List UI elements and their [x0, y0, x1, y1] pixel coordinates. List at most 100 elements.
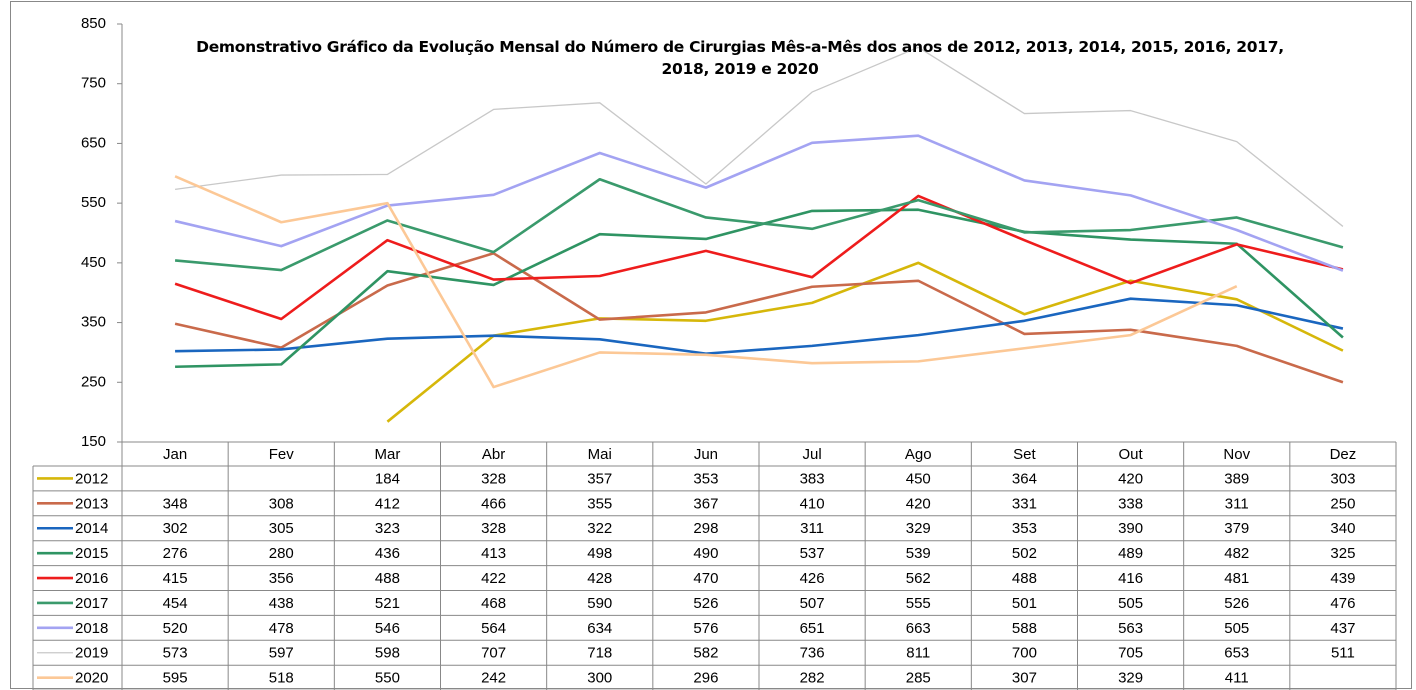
table-value: 311: [800, 520, 824, 537]
table-value: 481: [1224, 570, 1249, 587]
table-value: 502: [1012, 545, 1037, 562]
table-value: 367: [693, 495, 718, 512]
table-value: 505: [1224, 620, 1249, 637]
series-line: [386, 261, 1344, 423]
table-value: 300: [587, 670, 612, 687]
chart-title: Demonstrativo Gráfico da Evolução Mensal…: [196, 38, 1284, 78]
table-value: 364: [1012, 470, 1037, 487]
table-value: 573: [163, 645, 188, 662]
table-value: 439: [1330, 570, 1355, 587]
table-value: 308: [269, 495, 294, 512]
y-tick-label: 650: [81, 134, 106, 151]
x-tick-label: Nov: [1223, 446, 1250, 463]
table-value: 490: [693, 545, 718, 562]
table-value: 526: [693, 595, 718, 612]
table-value: 276: [163, 545, 188, 562]
table-value: 537: [800, 545, 825, 562]
table-value: 476: [1330, 595, 1355, 612]
table-value: 505: [1118, 595, 1143, 612]
table-value: 428: [587, 570, 612, 587]
table-value: 576: [693, 620, 718, 637]
table-value: 478: [269, 620, 294, 637]
table-value: 521: [375, 595, 400, 612]
table-value: 438: [269, 595, 294, 612]
table-value: 323: [375, 520, 400, 537]
legend-label: 2012: [75, 470, 108, 487]
table-value: 700: [1012, 645, 1037, 662]
table-value: 663: [906, 620, 931, 637]
table-value: 588: [1012, 620, 1037, 637]
table-value: 811: [906, 645, 930, 662]
y-tick-label: 850: [81, 15, 106, 32]
series-line: [174, 194, 1344, 321]
chart-frame: [10, 1, 1412, 689]
table-value: 582: [693, 645, 718, 662]
table-value: 416: [1118, 570, 1143, 587]
table-value: 420: [906, 495, 931, 512]
x-tick-label: Set: [1013, 446, 1036, 463]
table-value: 511: [1331, 645, 1355, 662]
table-value: 285: [906, 670, 931, 687]
table-value: 379: [1224, 520, 1249, 537]
table-value: 550: [375, 670, 400, 687]
x-tick-label: Dez: [1330, 446, 1357, 463]
table-value: 736: [800, 645, 825, 662]
table-value: 595: [163, 670, 188, 687]
table-value: 328: [481, 470, 506, 487]
table-value: 329: [1118, 670, 1143, 687]
table-value: 338: [1118, 495, 1143, 512]
table-value: 526: [1224, 595, 1249, 612]
x-tick-label: Ago: [905, 446, 932, 463]
table-value: 298: [693, 520, 718, 537]
table-value: 280: [269, 545, 294, 562]
table-value: 353: [1012, 520, 1037, 537]
table-value: 305: [269, 520, 294, 537]
x-tick-label: Jun: [694, 446, 718, 463]
legend-label: 2018: [75, 620, 108, 637]
table-value: 539: [906, 545, 931, 562]
x-tick-label: Jan: [163, 446, 187, 463]
y-tick-label: 450: [81, 254, 106, 271]
table-value: 651: [800, 620, 825, 637]
legend-label: 2013: [75, 495, 108, 512]
table-value: 436: [375, 545, 400, 562]
table-value: 555: [906, 595, 931, 612]
table-value: 482: [1224, 545, 1249, 562]
series-line: [174, 175, 1238, 389]
table-value: 546: [375, 620, 400, 637]
table-value: 518: [269, 670, 294, 687]
legend-label: 2016: [75, 570, 108, 587]
x-tick-label: Fev: [269, 446, 295, 463]
series-line: [174, 177, 1344, 272]
legend-label: 2017: [75, 595, 108, 612]
table-value: 598: [375, 645, 400, 662]
table-value: 302: [163, 520, 188, 537]
table-value: 413: [481, 545, 506, 562]
x-tick-label: Mai: [588, 446, 612, 463]
table-value: 411: [1225, 670, 1249, 687]
series-line: [175, 208, 1344, 369]
table-value: 653: [1224, 645, 1249, 662]
table-value: 705: [1118, 645, 1143, 662]
y-tick-label: 350: [81, 314, 106, 331]
table-value: 415: [163, 570, 188, 587]
table-value: 562: [906, 570, 931, 587]
table-value: 507: [800, 595, 825, 612]
table-value: 412: [375, 495, 400, 512]
y-tick-label: 150: [81, 433, 106, 450]
table-value: 340: [1330, 520, 1355, 537]
x-tick-label: Out: [1118, 446, 1143, 463]
table-value: 468: [481, 595, 506, 612]
table-value: 357: [587, 470, 612, 487]
table-value: 331: [1012, 495, 1037, 512]
legend-label: 2020: [75, 670, 108, 687]
table-value: 422: [481, 570, 506, 587]
y-tick-label: 550: [81, 194, 106, 211]
series-line: [174, 252, 1344, 384]
table-value: 634: [587, 620, 612, 637]
y-tick-label: 250: [81, 373, 106, 390]
table-value: 322: [587, 520, 612, 537]
series-line: [175, 297, 1344, 355]
table-value: 420: [1118, 470, 1143, 487]
legend-label: 2015: [75, 545, 108, 562]
